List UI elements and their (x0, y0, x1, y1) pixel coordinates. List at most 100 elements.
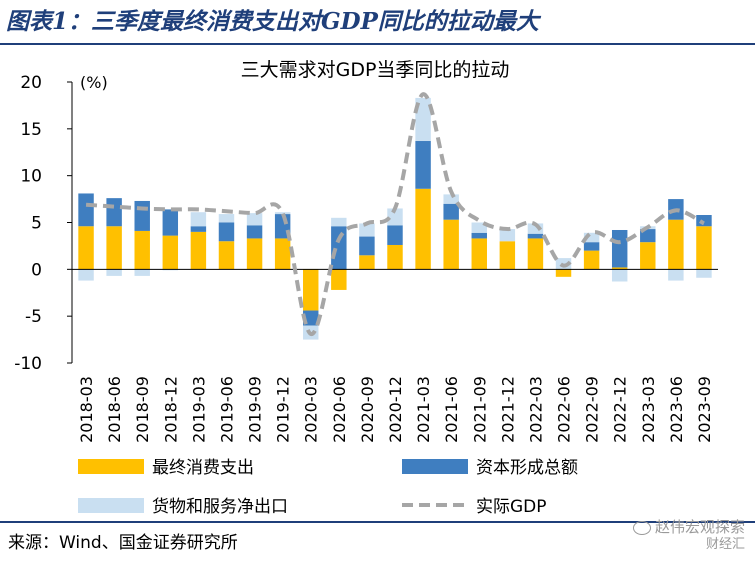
bar-segment (274, 212, 291, 215)
bar-segment (78, 193, 94, 227)
bar-segment (359, 223, 375, 237)
bar-segment (218, 214, 235, 223)
bar-segment (134, 200, 150, 231)
x-tick-label: 2019-09 (246, 376, 265, 443)
bar-segment (78, 269, 94, 281)
bar-segment (471, 238, 487, 270)
y-axis-unit-label: (%) (80, 73, 108, 92)
bar-segment (443, 194, 459, 204)
x-tick-label: 2023-09 (695, 376, 714, 443)
x-tick-label: 2018-06 (105, 376, 124, 443)
bar-segment (190, 226, 207, 232)
bar-segment (415, 188, 431, 270)
bar-segment (387, 208, 403, 226)
bar-segment (696, 215, 712, 227)
bar-segment (331, 226, 347, 270)
bar-segment (106, 198, 122, 227)
bar-segment (78, 226, 94, 270)
x-tick-label: 2018-12 (161, 376, 180, 443)
bar-segment (106, 269, 122, 276)
y-tick-label: -10 (14, 354, 42, 374)
bar-segment (190, 212, 207, 227)
bar-segment (162, 235, 179, 270)
bar-segment (583, 232, 600, 243)
x-tick-label: 2021-09 (470, 376, 489, 443)
bar-segment (218, 241, 235, 270)
bar-segment (583, 250, 600, 270)
legend-label: 货物和服务净出口 (152, 497, 288, 516)
x-tick-label: 2020-09 (358, 376, 377, 443)
x-tick-label: 2020-06 (330, 376, 349, 443)
y-tick-label: 15 (20, 120, 42, 140)
bar-segment (527, 223, 544, 234)
figure-title: 图表1：三季度最终消费支出对GDP同比的拉动最大 (6, 8, 539, 35)
bar-segment (190, 231, 207, 270)
x-tick-label: 2018-03 (77, 376, 96, 443)
x-tick-label: 2021-06 (442, 376, 461, 443)
chart: 三大需求对GDP当季同比的拉动 (%) 20 15 10 5 0 -5 -10 2018-0… (14, 59, 718, 516)
bar-segment (134, 230, 150, 270)
bar-segment (359, 255, 375, 270)
x-tick-label: 2022-06 (555, 376, 574, 443)
bar-segment (499, 241, 516, 270)
watermark-name: 赵伟宏观探索 (654, 518, 745, 536)
bar-segment (274, 238, 291, 270)
x-tick-label: 2022-09 (583, 376, 602, 443)
y-tick-label: -5 (25, 307, 42, 327)
bar-segment (499, 229, 516, 242)
x-tick-label: 2023-03 (639, 376, 658, 443)
x-tick-label: 2022-03 (526, 376, 545, 443)
legend-label: 最终消费支出 (152, 458, 254, 478)
y-tick-label: 5 (31, 214, 42, 234)
legend-label: 实际GDP (476, 497, 547, 516)
bar-segment (611, 269, 628, 282)
x-tick-label: 2019-12 (274, 376, 293, 443)
title-divider (0, 43, 755, 45)
bar-segment (162, 209, 179, 236)
bar-segment (387, 225, 403, 245)
bar-segment (668, 269, 684, 281)
bar-segment (696, 226, 712, 270)
bar-segment (471, 222, 487, 233)
bar-segment (555, 269, 572, 277)
bar-segment (134, 269, 150, 276)
bar-segment (583, 242, 600, 251)
bar-segment (527, 233, 544, 239)
bar-segment (218, 222, 235, 242)
x-tick-label: 2020-12 (386, 376, 405, 443)
legend-swatch (78, 498, 144, 513)
bar-segment (471, 232, 487, 239)
x-tick-label: 2020-03 (302, 376, 321, 443)
bar-segment (359, 236, 375, 256)
bar-segment (106, 226, 122, 270)
footer-divider (0, 521, 755, 523)
bar-segment (303, 269, 319, 311)
x-tick-label: 2019-06 (217, 376, 236, 443)
bar-segment (696, 269, 712, 278)
chart-title: 三大需求对GDP当季同比的拉动 (241, 59, 510, 81)
bar-segment (640, 229, 656, 243)
bar-segment (611, 267, 628, 270)
bar-segment (527, 238, 544, 270)
bar-segment (611, 229, 628, 268)
wechat-icon (632, 520, 651, 535)
bar-segment (640, 242, 656, 270)
x-tick-label: 2022-12 (611, 376, 630, 443)
y-tick-label: 0 (31, 260, 42, 280)
bar-segment (443, 219, 459, 270)
x-tick-label: 2023-06 (667, 376, 686, 443)
x-tick-label: 2019-03 (189, 376, 208, 443)
bar-segment (415, 141, 431, 189)
bar-segment (246, 213, 263, 226)
bar-segment (415, 97, 431, 142)
bar-segment (246, 225, 263, 239)
watermark-sub: 财经汇 (705, 537, 745, 552)
bar-segment (246, 238, 263, 270)
bar-segment (668, 219, 684, 270)
watermark: 赵伟宏观探索 财经汇 (632, 518, 745, 554)
source-note: 来源：Wind、国金证券研究所 (8, 533, 238, 553)
bar-segment (443, 203, 459, 220)
x-tick-label: 2021-12 (498, 376, 517, 443)
bar-segment (387, 244, 403, 270)
